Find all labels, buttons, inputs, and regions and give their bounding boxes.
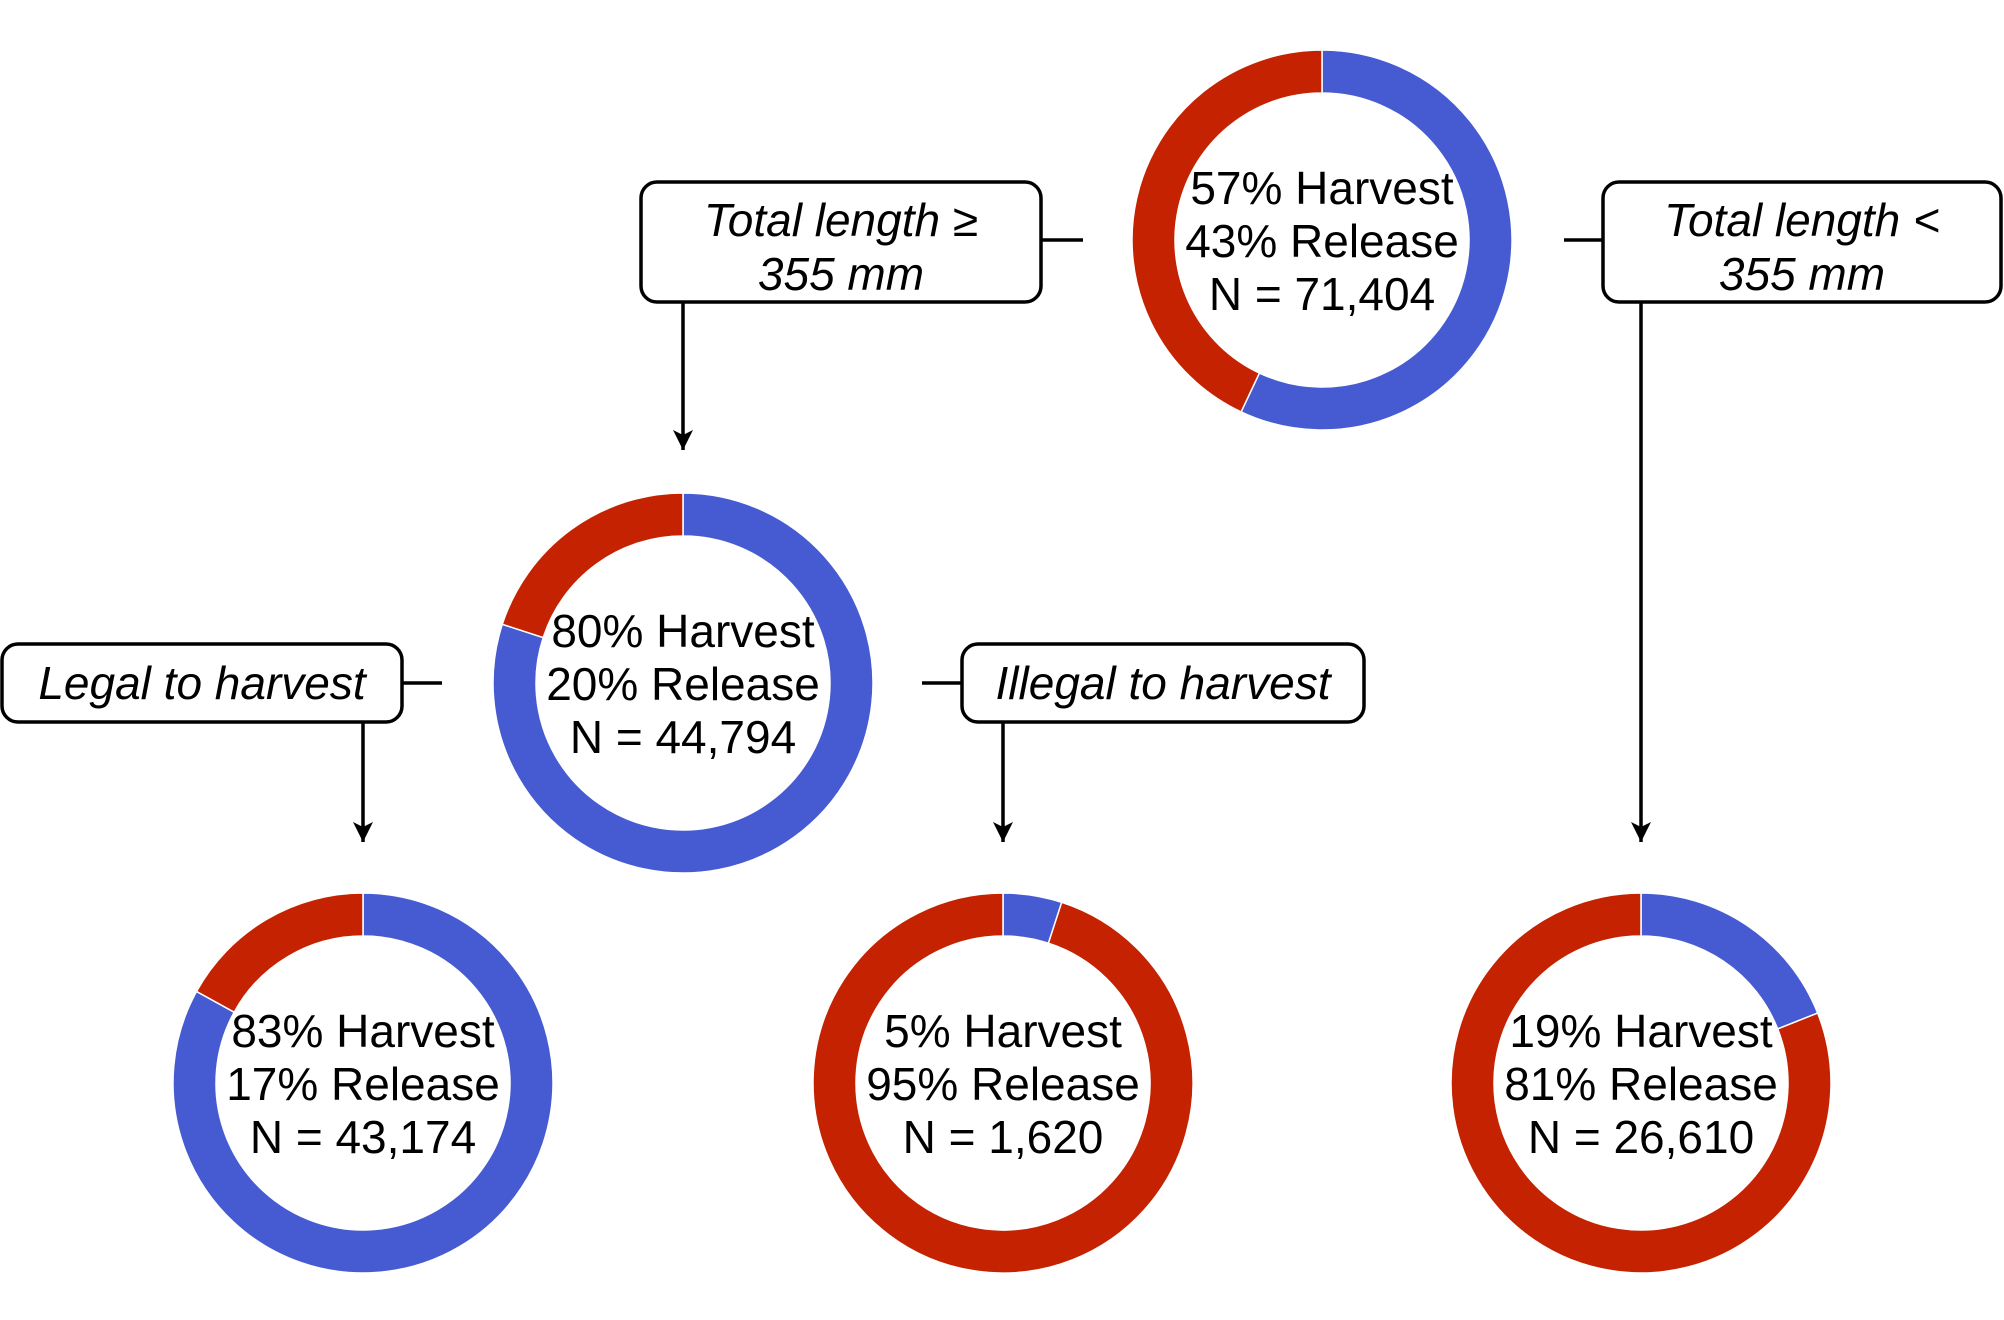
condition-box-illegal: Illegal to harvest	[960, 642, 1366, 724]
donut-short	[1450, 892, 1832, 1274]
condition-long-line2: 355 mm	[758, 248, 924, 300]
root-release-segment	[1131, 49, 1323, 413]
short-harvest-label: 19% Harvest	[1509, 1005, 1773, 1057]
condition-legal-label: Legal to harvest	[38, 657, 368, 709]
illegal-count-label: N = 1,620	[903, 1111, 1104, 1163]
donut-illegal	[812, 892, 1194, 1274]
condition-illegal-label: Illegal to harvest	[996, 657, 1333, 709]
long-release-segment	[501, 492, 684, 639]
legal-harvest-segment	[172, 892, 554, 1274]
root-count-label: N = 71,404	[1209, 268, 1435, 320]
condition-box-long: Total length ≥ 355 mm	[639, 180, 1043, 304]
legal-harvest-label: 83% Harvest	[231, 1005, 495, 1057]
illegal-harvest-label: 5% Harvest	[884, 1005, 1122, 1057]
donut-long	[492, 492, 874, 874]
root-harvest-label: 57% Harvest	[1190, 162, 1454, 214]
short-release-segment	[1450, 892, 1832, 1274]
condition-short-line1: Total length <	[1664, 194, 1940, 246]
root-harvest-segment	[1240, 49, 1513, 431]
condition-long-line1: Total length ≥	[704, 194, 978, 246]
condition-box-short: Total length < 355 mm	[1601, 180, 2003, 304]
illegal-release-segment	[812, 892, 1194, 1274]
condition-short-line2: 355 mm	[1719, 248, 1885, 300]
long-harvest-segment	[492, 492, 874, 874]
condition-box-legal: Legal to harvest	[0, 642, 404, 724]
illegal-release-label: 95% Release	[866, 1058, 1140, 1110]
short-count-label: N = 26,610	[1528, 1111, 1754, 1163]
long-count-label: N = 44,794	[570, 711, 796, 763]
short-release-label: 81% Release	[1504, 1058, 1778, 1110]
root-release-label: 43% Release	[1185, 215, 1459, 267]
long-release-label: 20% Release	[546, 658, 820, 710]
legal-count-label: N = 43,174	[250, 1111, 476, 1163]
donut-root	[1131, 49, 1513, 431]
legal-release-segment	[195, 892, 364, 1014]
legal-release-label: 17% Release	[226, 1058, 500, 1110]
long-harvest-label: 80% Harvest	[551, 605, 815, 657]
donut-legal	[172, 892, 554, 1274]
